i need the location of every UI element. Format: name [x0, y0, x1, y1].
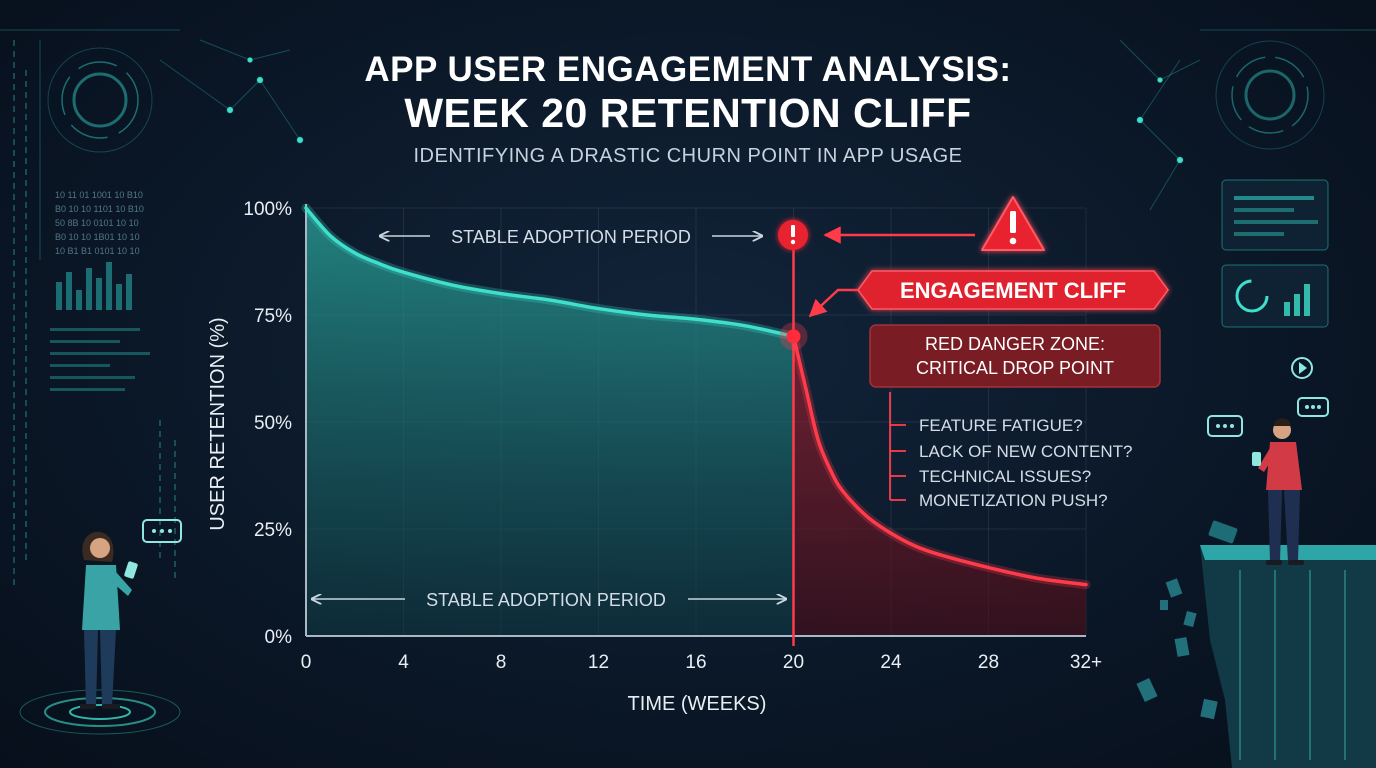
y-axis-label: USER RETENTION (%) [207, 317, 229, 530]
cliff-point [786, 329, 801, 344]
reason-item: FEATURE FATIGUE? [919, 416, 1083, 435]
svg-text:B0 10 10 1101 10 B10: B0 10 10 1101 10 B10 [55, 204, 144, 214]
x-tick-label: 32+ [1070, 652, 1102, 673]
woman-with-phone-illustration [80, 531, 138, 709]
tick-labels: 0 4 8 12 16 20 24 28 32+ 0% 25% 50% 75% 100% [243, 199, 1102, 673]
reason-item: MONETIZATION PUSH? [919, 491, 1108, 510]
series-lines [301, 203, 1091, 646]
x-tick-label: 12 [588, 652, 609, 673]
right-gauge-panel [1221, 264, 1329, 328]
left-hud-rings [47, 47, 153, 153]
left-platform-rings [19, 689, 181, 735]
cliff-area-fill [793, 336, 1086, 636]
play-icon [1291, 357, 1313, 379]
right-hud-panel [1221, 179, 1329, 251]
stable-area-fill [306, 208, 794, 636]
reasons-list: FEATURE FATIGUE? LACK OF NEW CONTENT? TECH… [919, 416, 1132, 510]
reason-item: TECHNICAL ISSUES? [919, 467, 1091, 486]
danger-zone-box [869, 324, 1161, 388]
right-hud-rings [1215, 40, 1325, 150]
y-tick-label: 0% [265, 627, 293, 648]
left-chat-bubble-icon [142, 519, 182, 543]
svg-text:10 11 01 1001 10 B10: 10 11 01 1001 10 B10 [55, 190, 143, 200]
svg-text:50 8B 10 0101 10 10: 50 8B 10 0101 10 10 [55, 218, 139, 228]
svg-text:10 B1 B1 0101 10 10: 10 B1 B1 0101 10 10 [55, 246, 140, 256]
reason-item: LACK OF NEW CONTENT? [919, 442, 1132, 461]
left-circuit-lines [0, 29, 304, 260]
x-tick-label: 20 [783, 652, 804, 673]
stable-series-line [304, 206, 796, 339]
right-circuit-lines [1119, 29, 1376, 211]
x-tick-label: 24 [880, 652, 902, 673]
left-vertical-dashes [13, 40, 176, 590]
chart-title-line1: APP USER ENGAGEMENT ANALYSIS: [364, 50, 1012, 89]
x-tick-label: 16 [685, 652, 706, 673]
area-fills [306, 208, 1086, 636]
alert-dot-icon [778, 220, 808, 250]
reasons-bracket [889, 392, 906, 501]
engagement-cliff-label: ENGAGEMENT CLIFF [900, 278, 1126, 303]
x-tick-label: 0 [301, 652, 312, 673]
axes [305, 204, 1086, 637]
right-chat-bubble-icon [1207, 397, 1329, 437]
cliff-series-line [791, 334, 1088, 587]
x-axis-label: TIME (WEEKS) [628, 693, 767, 715]
left-list-lines [50, 328, 150, 391]
danger-zone-line2: CRITICAL DROP POINT [916, 358, 1114, 378]
x-tick-label: 28 [978, 652, 999, 673]
x-tick-label: 8 [496, 652, 507, 673]
y-tick-label: 50% [254, 413, 292, 434]
x-tick-label: 4 [398, 652, 409, 673]
y-tick-label: 25% [254, 520, 292, 541]
chart-title-line2: WEEK 20 RETENTION CLIFF [404, 90, 972, 136]
stable-period-top-annotation: STABLE ADOPTION PERIOD [380, 227, 762, 247]
chart-subtitle: IDENTIFYING A DRASTIC CHURN POINT IN APP… [413, 145, 963, 167]
svg-text:B0 10 10 1B01 10 10: B0 10 10 1B01 10 10 [55, 232, 140, 242]
y-tick-label: 75% [254, 306, 292, 327]
y-tick-label: 100% [243, 199, 292, 220]
stable-period-bottom-annotation: STABLE ADOPTION PERIOD [312, 590, 786, 610]
danger-zone-line1: RED DANGER ZONE: [925, 334, 1105, 354]
left-code-text: 10 11 01 1001 10 B10 B0 10 10 1101 10 B1… [55, 190, 144, 256]
stable-period-top-label: STABLE ADOPTION PERIOD [451, 227, 691, 247]
cliff-callout-pointer [808, 288, 858, 318]
man-on-cliff-illustration [1252, 418, 1304, 565]
warning-icon [981, 196, 1045, 251]
left-mini-bars [56, 262, 132, 310]
stable-period-bottom-label: STABLE ADOPTION PERIOD [426, 590, 666, 610]
